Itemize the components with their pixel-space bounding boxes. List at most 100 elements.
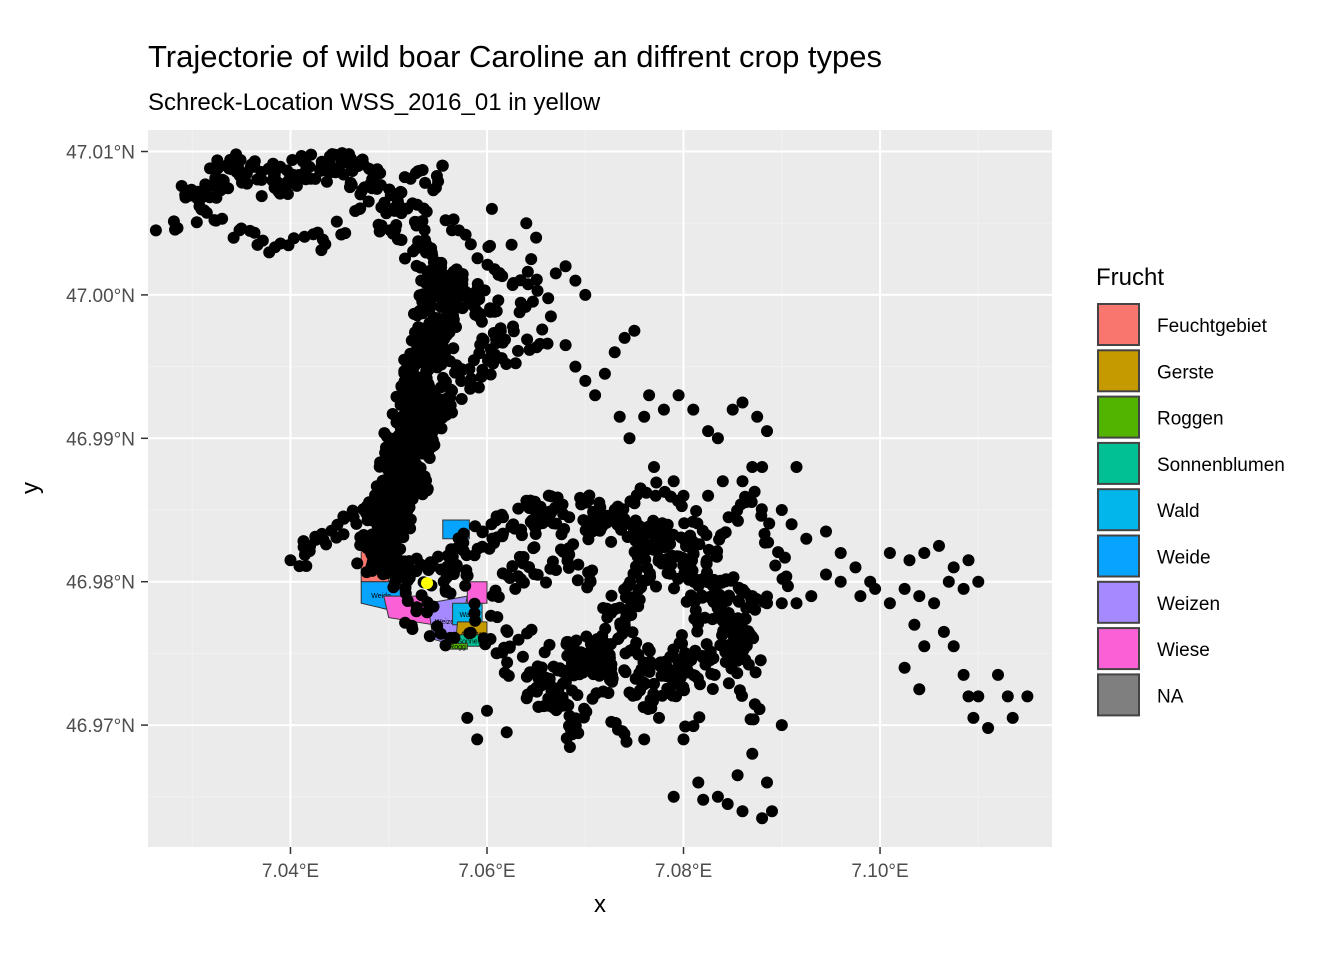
trajectory-point [957, 668, 970, 681]
trajectory-point [582, 533, 595, 546]
trajectory-point [680, 559, 693, 572]
trajectory-point [399, 472, 412, 485]
trajectory-point [544, 310, 557, 323]
trajectory-point [549, 695, 562, 708]
trajectory-point [332, 161, 345, 174]
trajectory-point [371, 531, 383, 544]
trajectory-point [423, 630, 436, 643]
trajectory-point [422, 564, 435, 576]
trajectory-point [403, 453, 416, 465]
trajectory-point [191, 185, 204, 198]
trajectory-point [620, 735, 633, 748]
trajectory-point [766, 805, 778, 818]
trajectory-point [419, 176, 432, 189]
trajectory-point [394, 569, 407, 582]
plot-panel [148, 130, 1052, 847]
trajectory-point [1006, 711, 1019, 724]
trajectory-point [449, 366, 462, 379]
legend-key [1097, 534, 1140, 578]
field-label: Rogg [449, 644, 466, 651]
trajectory-point [928, 597, 941, 610]
trajectory-point [565, 724, 578, 737]
trajectory-point [409, 393, 422, 406]
trajectory-point [293, 560, 306, 573]
trajectory-point [933, 539, 945, 552]
trajectory-point [605, 715, 618, 728]
trajectory-point [397, 393, 409, 406]
trajectory-point [668, 582, 680, 595]
trajectory-point [697, 651, 710, 664]
trajectory-point [556, 665, 569, 678]
trajectory-point [388, 204, 401, 217]
trajectory-point [688, 612, 701, 625]
trajectory-point [687, 720, 700, 733]
trajectory-point [561, 649, 574, 662]
trajectory-point [672, 389, 685, 402]
trajectory-point [898, 582, 911, 595]
trajectory-point [527, 542, 540, 555]
trajectory-point [436, 300, 449, 313]
trajectory-point [516, 650, 529, 663]
y-axis-title: y [17, 482, 44, 494]
trajectory-point [563, 511, 576, 524]
trajectory-point [711, 790, 724, 803]
trajectory-point [849, 561, 862, 574]
trajectory-point [686, 535, 699, 548]
trajectory-point [903, 554, 916, 567]
trajectory-point [447, 342, 460, 355]
trajectory-point [500, 358, 513, 370]
legend: Frucht Feuchtgebiet Gerste Roggen Sonnenblu… [1096, 264, 1285, 717]
trajectory-point [562, 561, 575, 574]
trajectory-point [266, 174, 279, 187]
trajectory-point [820, 525, 832, 538]
trajectory-point [526, 684, 539, 697]
trajectory-point [544, 562, 557, 575]
trajectory-point [689, 644, 702, 657]
trajectory-point [733, 637, 746, 650]
trajectory-point [475, 370, 488, 383]
trajectory-point [430, 343, 443, 356]
x-tick-label: 7.10°E [851, 861, 908, 882]
trajectory-point [521, 333, 534, 346]
trajectory-point [473, 293, 486, 306]
trajectory-point [354, 202, 367, 215]
trajectory-point [279, 182, 292, 195]
x-axis: 7.04°E 7.06°E 7.08°E 7.10°E [262, 847, 909, 882]
trajectory-point [982, 722, 995, 734]
trajectory-point [525, 623, 538, 636]
field-label: Sonnenbl [457, 639, 487, 646]
trajectory-point [1001, 690, 1014, 703]
trajectory-point [736, 396, 749, 409]
trajectory-point [320, 538, 333, 551]
trajectory-point [587, 668, 600, 681]
trajectory-point [749, 666, 762, 679]
trajectory-point [747, 713, 760, 726]
trajectory-point [366, 556, 379, 569]
trajectory-point [913, 683, 926, 696]
trajectory-point [471, 733, 484, 746]
trajectory-point [352, 160, 364, 172]
trajectory-point [579, 288, 592, 301]
trajectory-point [420, 246, 432, 259]
trajectory-point [362, 195, 375, 208]
trajectory-point [834, 547, 847, 559]
trajectory-point [493, 510, 506, 522]
trajectory-point [234, 154, 247, 166]
trajectory-point [790, 461, 803, 473]
trajectory-point [460, 549, 473, 562]
trajectory-point [395, 453, 408, 465]
trajectory-point [476, 526, 489, 539]
trajectory-point [506, 279, 519, 291]
trajectory-point [650, 476, 663, 489]
trajectory-point [1021, 690, 1034, 703]
trajectory-point [722, 677, 735, 690]
trajectory-point [677, 489, 690, 502]
trajectory-point [420, 296, 433, 308]
trajectory-point [371, 178, 384, 191]
trajectory-point [307, 228, 320, 241]
trajectory-point [471, 252, 484, 265]
trajectory-point [445, 543, 458, 556]
trajectory-point [403, 572, 416, 584]
trajectory-point [608, 346, 621, 359]
trajectory-point [378, 478, 391, 491]
